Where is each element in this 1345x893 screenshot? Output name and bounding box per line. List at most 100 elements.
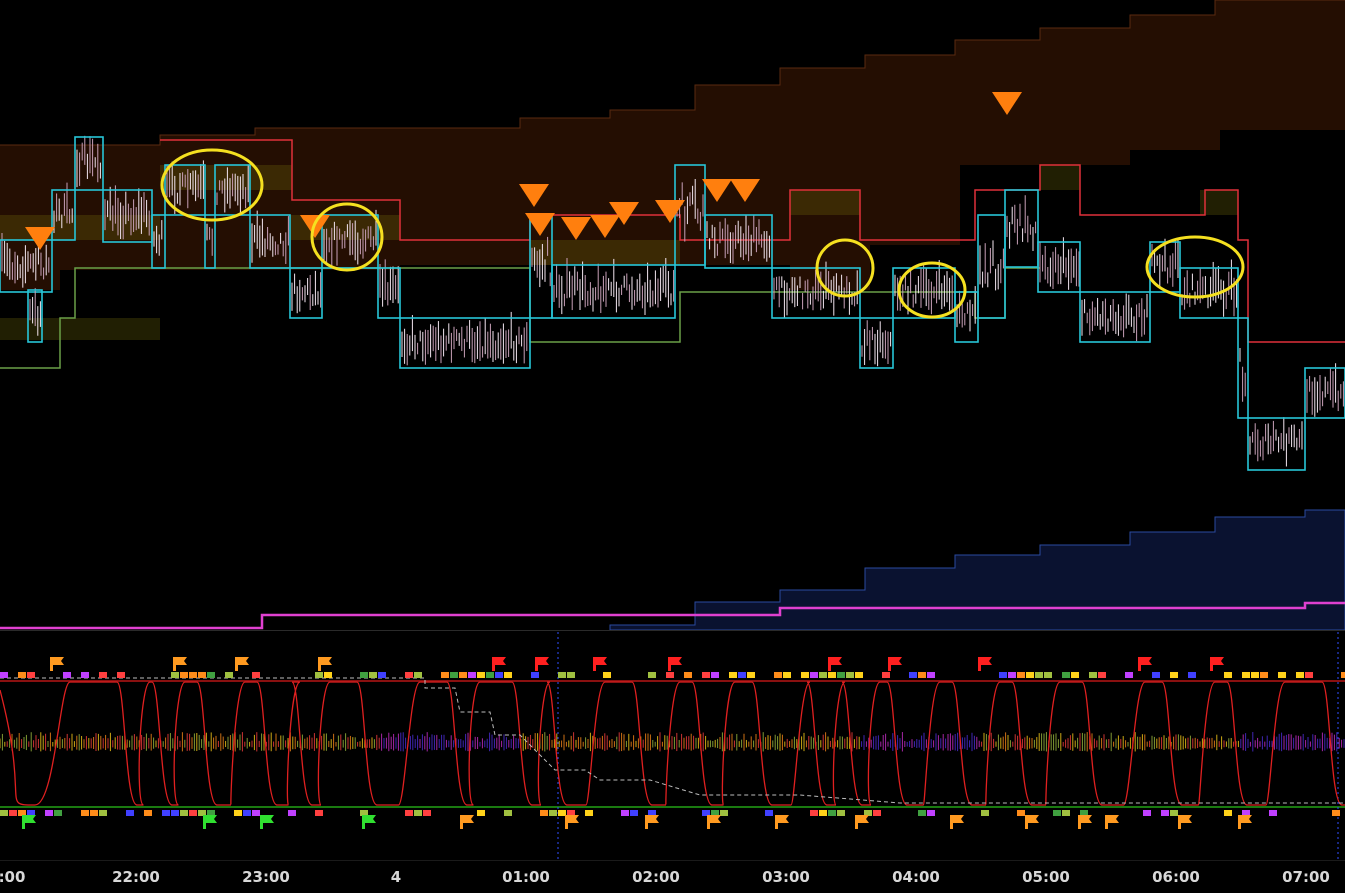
status-cell [18,810,26,816]
status-cell [171,810,179,816]
status-cell [819,810,827,816]
status-cell [189,672,197,678]
status-cell [1332,810,1340,816]
status-cell [171,672,179,678]
status-cell [1089,672,1097,678]
time-label: 22:00 [112,868,160,886]
status-cell [1062,810,1070,816]
flag-icon [260,815,274,829]
status-cell [828,810,836,816]
signal-triangle [590,215,620,238]
flag-icon [1210,657,1224,671]
status-cell [441,672,449,678]
time-label: 02:00 [632,868,680,886]
status-cell [549,810,557,816]
status-cell [1125,672,1133,678]
value-zone [1040,165,1080,190]
status-cell [9,810,17,816]
status-cell [558,810,566,816]
projection-edge [0,0,1345,146]
status-cell [126,810,134,816]
status-cell [729,672,737,678]
flag-icon [855,815,869,829]
status-cell [855,672,863,678]
status-cell [1269,810,1277,816]
status-cell [711,672,719,678]
flag-icon [828,657,842,671]
range-box [74,136,104,191]
status-cell [504,672,512,678]
range-box [214,164,251,216]
time-label: 23:00 [242,868,290,886]
flag-icon [668,657,682,671]
flag-icon [203,815,217,829]
status-cell [1224,810,1232,816]
status-cell [252,810,260,816]
status-cell [1170,810,1178,816]
status-cell [738,672,746,678]
status-cell [225,672,233,678]
status-cell [765,810,773,816]
status-cell [1143,810,1151,816]
highlight-circle [897,261,967,319]
status-cell [864,810,872,816]
status-cell [819,672,827,678]
status-cell [63,672,71,678]
status-cell [1161,810,1169,816]
status-cell [1296,672,1304,678]
flag-icon [535,657,549,671]
highlight-circle [310,202,384,272]
status-cell [450,672,458,678]
status-cell [1017,810,1025,816]
status-cell [1035,672,1043,678]
status-cell [18,672,26,678]
signal-triangle [730,179,760,202]
flag-icon [593,657,607,671]
status-cell [1305,672,1313,678]
flag-icon [1238,815,1252,829]
status-cell [846,672,854,678]
flag-icon [1025,815,1039,829]
status-cell [198,810,206,816]
status-cell [243,810,251,816]
flag-icon [1178,815,1192,829]
status-cell [198,672,206,678]
status-cell [621,810,629,816]
status-cell [828,672,836,678]
status-cell [117,672,125,678]
status-cell [1224,672,1232,678]
status-cell [873,810,881,816]
range-box [1179,267,1239,319]
time-label: 06:00 [1152,868,1200,886]
status-cell [90,810,98,816]
status-cell [837,672,845,678]
flag-icon [707,815,721,829]
status-cell [45,810,53,816]
status-cell [1044,672,1052,678]
range-box [704,214,773,269]
status-cell [27,810,35,816]
status-cell [648,672,656,678]
status-cell [882,672,890,678]
range-box [551,264,676,319]
status-cell [162,810,170,816]
status-cell [27,672,35,678]
signal-triangle [525,213,555,236]
status-cell [189,810,197,816]
status-cell [1341,672,1345,678]
projection-band [0,0,1345,290]
status-cell [1008,672,1016,678]
status-cell [288,810,296,816]
range-box [859,317,894,369]
range-box [151,214,166,269]
status-cell [405,672,413,678]
status-cell [783,672,791,678]
status-cell [747,672,755,678]
status-cell [1098,672,1106,678]
value-zone [790,190,860,215]
status-cell [1053,810,1061,816]
status-cell [918,810,926,816]
status-cell [999,672,1007,678]
signal-triangle [25,227,55,250]
status-cell [1251,672,1259,678]
